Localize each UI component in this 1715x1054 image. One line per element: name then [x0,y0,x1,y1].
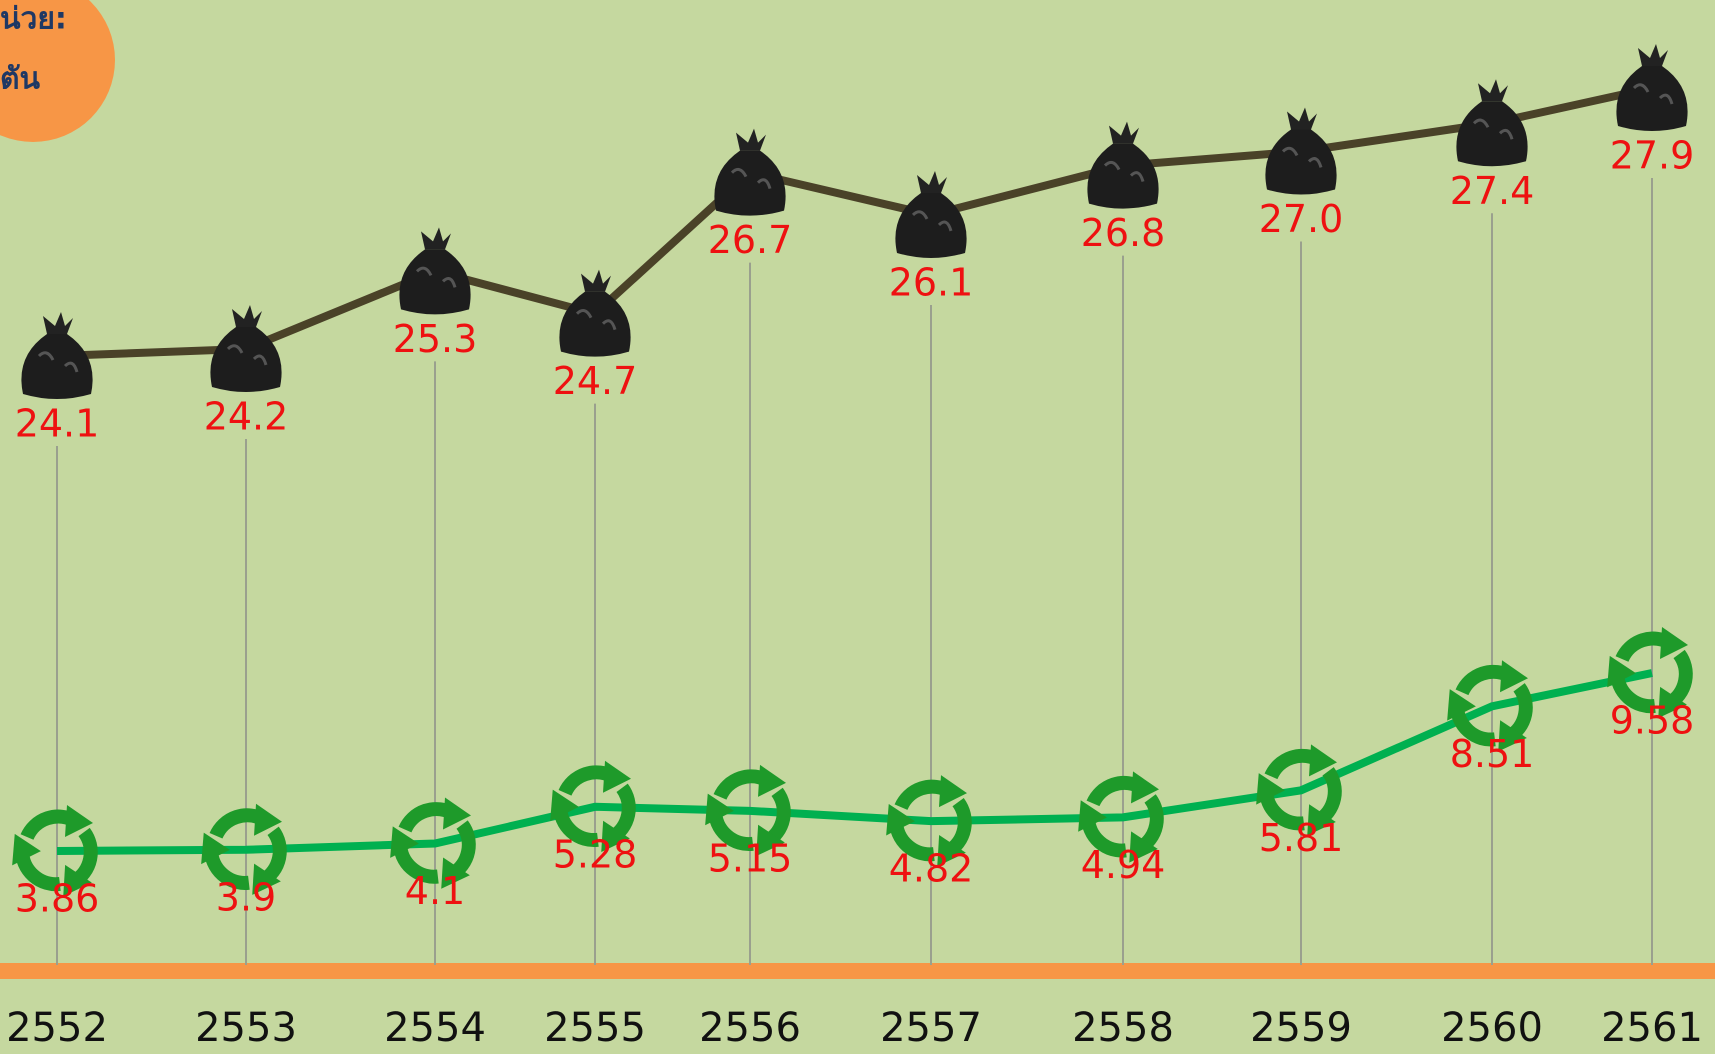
data-label: 24.1 [15,402,100,446]
data-label: 27.4 [1450,169,1535,213]
unit-label: น่วย: [0,2,67,37]
data-label: 9.58 [1610,699,1695,743]
data-label: 5.28 [553,832,638,876]
data-label: 5.15 [708,836,793,880]
data-label: 26.1 [889,260,974,304]
data-label: 3.86 [15,877,100,921]
data-label: 5.81 [1259,816,1344,860]
baseline-bar [0,963,1715,979]
data-label: 27.9 [1610,134,1695,178]
data-label: 27.0 [1259,197,1344,241]
page: น่วย: ตัน 2552 2553 2554 2555 2556 2557 2558 25… [0,0,1715,1054]
unit-label: ตัน [0,62,40,97]
chart: น่วย: ตัน 2552 2553 2554 2555 2556 2557 2558 25… [0,0,1715,1054]
data-label: 24.7 [553,359,638,403]
x-tick-label: 2556 [699,1005,801,1051]
data-label: 4.82 [889,847,974,891]
data-label: 26.8 [1081,211,1166,255]
x-tick-label: 2555 [544,1005,646,1051]
data-label: 8.51 [1450,732,1535,776]
x-tick-label: 2552 [6,1005,108,1051]
x-tick-label: 2557 [880,1005,982,1051]
data-label: 3.9 [216,875,276,919]
x-tick-label: 2558 [1072,1005,1174,1051]
x-tick-label: 2559 [1250,1005,1352,1051]
x-tick-label: 2554 [384,1005,486,1051]
data-label: 25.3 [393,317,478,361]
data-label: 4.94 [1081,843,1166,887]
data-label: 4.1 [405,869,465,913]
x-tick-label: 2560 [1441,1005,1543,1051]
data-label: 26.7 [708,218,793,262]
x-tick-label: 2561 [1601,1005,1703,1051]
x-tick-label: 2553 [195,1005,297,1051]
data-label: 24.2 [204,394,289,438]
